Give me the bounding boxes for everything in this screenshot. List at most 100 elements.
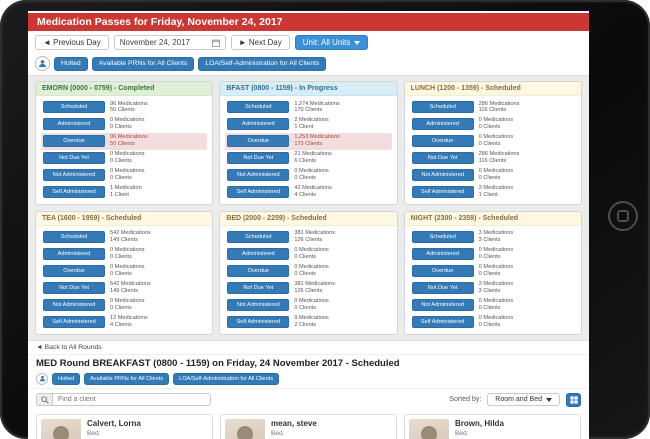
status-button[interactable]: Overdue bbox=[411, 135, 474, 148]
status-button[interactable]: Scheduled bbox=[411, 101, 474, 114]
round-rows: Scheduled 1,274 Medications 170 Clients … bbox=[220, 96, 396, 204]
status-button[interactable]: Self Administered bbox=[43, 316, 105, 329]
medications-count: 0 Medications bbox=[294, 168, 329, 175]
view-toggle-button[interactable] bbox=[566, 392, 581, 407]
status-button[interactable]: Not Administered bbox=[411, 299, 474, 312]
clients-count: 149 Clients bbox=[110, 288, 138, 295]
client-name: Calvert, Lorna bbox=[87, 418, 141, 428]
status-row: Administered 0 Medications 0 Clients bbox=[410, 246, 576, 263]
status-button[interactable]: Not Administered bbox=[411, 169, 474, 182]
status-button[interactable]: Scheduled bbox=[411, 231, 474, 244]
previous-day-button[interactable]: ◄ Previous Day bbox=[35, 35, 109, 50]
status-button[interactable]: Not Due Yet bbox=[43, 152, 105, 165]
status-button[interactable]: Administered bbox=[411, 118, 474, 131]
status-counts: 0 Medications 0 Clients bbox=[110, 151, 145, 165]
global-actions: Holted Available PRNs for All Clients LO… bbox=[28, 54, 589, 75]
client-card[interactable]: mean, steve Bed: Chart #: 148 bbox=[220, 413, 397, 439]
round-rows: Scheduled 381 Medications 126 Clients Ad… bbox=[220, 226, 396, 334]
status-counts: 0 Medications 0 Clients bbox=[110, 264, 145, 278]
status-row: Not Due Yet 0 Medications 0 Clients bbox=[41, 150, 207, 167]
status-button[interactable]: Overdue bbox=[227, 265, 290, 278]
sort-dropdown[interactable]: Room and Bed bbox=[487, 393, 560, 407]
status-button[interactable]: Scheduled bbox=[227, 101, 290, 114]
loa-self-admin-button-detail[interactable]: LOA/Self-Administration for All Clients bbox=[173, 372, 280, 385]
status-button[interactable]: Administered bbox=[43, 248, 105, 261]
round-panel[interactable]: EMORN (0000 - 0759) - Completed Schedule… bbox=[35, 81, 214, 205]
client-card[interactable]: Calvert, Lorna Bed: Chart #: 103 bbox=[36, 413, 213, 439]
person-icon bbox=[39, 60, 46, 68]
person-silhouette-icon bbox=[237, 425, 253, 439]
loa-self-admin-button[interactable]: LOA/Self-Administration for All Clients bbox=[198, 56, 327, 71]
round-panel[interactable]: BED (2000 - 2259) - Scheduled Scheduled … bbox=[219, 210, 398, 335]
status-button[interactable]: Scheduled bbox=[43, 101, 105, 114]
status-button[interactable]: Not Administered bbox=[227, 169, 290, 182]
round-panel[interactable]: LUNCH (1200 - 1359) - Scheduled Schedule… bbox=[403, 81, 582, 205]
status-row: Overdue 0 Medications 0 Clients bbox=[410, 133, 576, 150]
status-button[interactable]: Administered bbox=[227, 118, 290, 131]
round-panel[interactable]: BFAST (0800 - 1159) - In Progress Schedu… bbox=[219, 81, 398, 205]
status-button[interactable]: Not Due Yet bbox=[227, 152, 290, 165]
status-button[interactable]: Administered bbox=[43, 118, 105, 131]
sorted-by-label: Sorted by: bbox=[449, 396, 482, 404]
status-button[interactable]: Self Administered bbox=[43, 186, 105, 199]
status-button[interactable]: Not Due Yet bbox=[411, 152, 474, 165]
search-input[interactable] bbox=[52, 393, 211, 407]
status-row: Not Administered 0 Medications 0 Clients bbox=[41, 297, 207, 314]
status-counts: 1,274 Medications 170 Clients bbox=[294, 101, 339, 115]
status-row: Not Administered 0 Medications 0 Clients bbox=[225, 297, 391, 314]
back-to-all-rounds-link[interactable]: ◄ Back to All Rounds bbox=[28, 340, 589, 355]
status-button[interactable]: Not Due Yet bbox=[43, 282, 105, 295]
status-button[interactable]: Self Administered bbox=[411, 316, 474, 329]
status-button[interactable]: Self Administered bbox=[227, 316, 290, 329]
status-button[interactable]: Not Due Yet bbox=[411, 282, 474, 295]
next-day-button[interactable]: ► Next Day bbox=[230, 35, 290, 50]
status-button[interactable]: Scheduled bbox=[227, 231, 290, 244]
status-row: Overdue 0 Medications 0 Clients bbox=[410, 263, 576, 280]
search-input-group bbox=[36, 393, 211, 407]
status-counts: 3 Medications 1 Client bbox=[479, 185, 514, 199]
status-button[interactable]: Administered bbox=[411, 248, 474, 261]
holted-button-detail[interactable]: Holted bbox=[52, 372, 81, 385]
status-button[interactable]: Not Due Yet bbox=[227, 282, 290, 295]
status-counts: 286 Medications 116 Clients bbox=[479, 151, 520, 165]
client-card[interactable]: Brown, Hilda Bed: Chart #: 124 bbox=[404, 413, 581, 439]
round-title: LUNCH (1200 - 1359) - Scheduled bbox=[404, 82, 581, 96]
medications-count: 3 Medications bbox=[478, 185, 514, 192]
home-button[interactable] bbox=[608, 201, 638, 231]
status-counts: 0 Medications 0 Clients bbox=[294, 247, 329, 261]
round-panel[interactable]: TEA (1600 - 1959) - Scheduled Scheduled … bbox=[35, 210, 214, 335]
clients-count: 2 Clients bbox=[294, 322, 317, 329]
status-button[interactable]: Not Administered bbox=[43, 299, 105, 312]
available-prns-button-detail[interactable]: Available PRNs for All Clients bbox=[84, 372, 170, 385]
status-button[interactable]: Self Administered bbox=[411, 186, 474, 199]
clients-count: 6 Clients bbox=[294, 158, 317, 165]
round-rows: Scheduled 96 Medications 50 Clients Admi… bbox=[36, 96, 212, 204]
date-navigation: ◄ Previous Day November 24, 2017 ► Next … bbox=[28, 31, 589, 54]
status-row: Scheduled 96 Medications 50 Clients bbox=[41, 99, 207, 116]
status-row: Scheduled 381 Medications 126 Clients bbox=[225, 229, 391, 246]
status-button[interactable]: Administered bbox=[227, 248, 290, 261]
holted-button[interactable]: Holted bbox=[54, 56, 88, 71]
clients-badge-button-detail[interactable] bbox=[36, 372, 48, 385]
status-counts: 381 Medications 126 Clients bbox=[294, 230, 335, 244]
status-row: Self Administered 9 Medications 2 Client… bbox=[225, 314, 391, 331]
status-button[interactable]: Overdue bbox=[411, 265, 474, 278]
sort-value: Room and Bed bbox=[495, 396, 542, 404]
status-button[interactable]: Not Administered bbox=[227, 299, 290, 312]
status-button[interactable]: Overdue bbox=[43, 265, 105, 278]
status-button[interactable]: Overdue bbox=[43, 135, 105, 148]
status-button[interactable]: Overdue bbox=[227, 135, 290, 148]
status-button[interactable]: Self Administered bbox=[227, 186, 290, 199]
status-button[interactable]: Scheduled bbox=[43, 231, 105, 244]
available-prns-button[interactable]: Available PRNs for All Clients bbox=[91, 56, 195, 71]
medications-count: 381 Medications bbox=[294, 281, 336, 288]
status-button[interactable]: Not Administered bbox=[43, 169, 105, 182]
status-counts: 42 Medications 4 Clients bbox=[294, 185, 332, 199]
unit-filter-button[interactable]: Unit: All Units bbox=[294, 35, 369, 50]
clients-badge-button[interactable] bbox=[35, 56, 50, 71]
round-panel[interactable]: NIGHT (2300 - 2359) - Scheduled Schedule… bbox=[403, 210, 582, 335]
clients-count: 0 Clients bbox=[110, 175, 132, 182]
client-search-bar: Sorted by: Room and Bed bbox=[28, 387, 589, 411]
status-counts: 0 Medications 0 Clients bbox=[479, 168, 514, 182]
date-field[interactable]: November 24, 2017 bbox=[113, 35, 226, 50]
